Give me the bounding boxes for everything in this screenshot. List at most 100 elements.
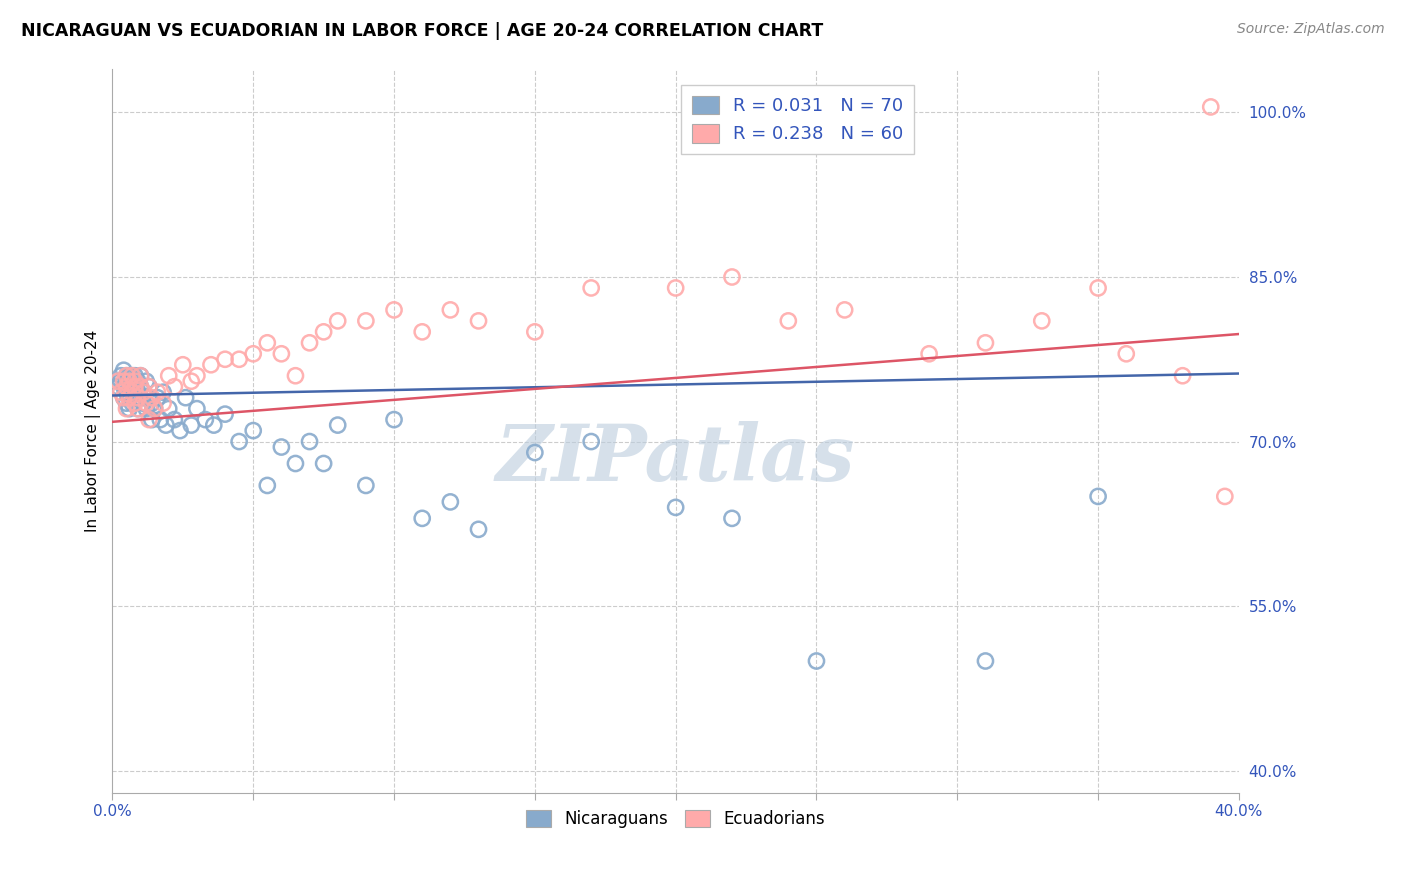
Point [186, 401, 208, 416]
Point [242, 347, 264, 361]
Point [467, 314, 489, 328]
Point [118, 374, 141, 388]
Point [138, 391, 160, 405]
Point [124, 380, 146, 394]
Point [121, 396, 143, 410]
Point [129, 368, 152, 383]
Point [127, 385, 149, 400]
Point [121, 368, 143, 383]
Point [354, 314, 377, 328]
Point [256, 335, 278, 350]
Point [1213, 490, 1236, 504]
Point [228, 352, 250, 367]
Point [778, 314, 800, 328]
Point [152, 385, 174, 400]
Point [411, 511, 433, 525]
Point [127, 401, 149, 416]
Point [974, 335, 997, 350]
Point [112, 363, 135, 377]
Point [163, 412, 186, 426]
Point [127, 391, 149, 405]
Text: ZIPatlas: ZIPatlas [496, 421, 855, 498]
Point [112, 391, 135, 405]
Point [579, 434, 602, 449]
Point [721, 270, 744, 285]
Point [112, 374, 135, 388]
Point [118, 391, 141, 405]
Point [141, 391, 163, 405]
Point [152, 396, 174, 410]
Point [112, 391, 135, 405]
Point [326, 314, 349, 328]
Point [298, 434, 321, 449]
Point [411, 325, 433, 339]
Point [194, 412, 217, 426]
Point [270, 347, 292, 361]
Point [284, 457, 307, 471]
Point [284, 368, 307, 383]
Point [1087, 490, 1109, 504]
Point [132, 396, 155, 410]
Point [118, 401, 141, 416]
Point [115, 380, 138, 394]
Point [121, 385, 143, 400]
Point [157, 401, 180, 416]
Legend: Nicaraguans, Ecuadorians: Nicaraguans, Ecuadorians [520, 804, 832, 835]
Point [174, 391, 197, 405]
Point [146, 385, 169, 400]
Point [115, 396, 138, 410]
Point [135, 396, 157, 410]
Point [1115, 347, 1137, 361]
Point [112, 380, 135, 394]
Point [124, 380, 146, 394]
Point [115, 401, 138, 416]
Point [124, 391, 146, 405]
Point [439, 495, 461, 509]
Point [143, 401, 166, 416]
Text: NICARAGUAN VS ECUADORIAN IN LABOR FORCE | AGE 20-24 CORRELATION CHART: NICARAGUAN VS ECUADORIAN IN LABOR FORCE … [21, 22, 824, 40]
Point [129, 368, 152, 383]
Point [124, 374, 146, 388]
Point [138, 412, 160, 426]
Point [202, 418, 225, 433]
Point [1199, 100, 1222, 114]
Point [523, 325, 546, 339]
Point [186, 368, 208, 383]
Point [918, 347, 941, 361]
Point [141, 396, 163, 410]
Point [180, 418, 202, 433]
Point [118, 391, 141, 405]
Point [124, 368, 146, 383]
Text: Source: ZipAtlas.com: Source: ZipAtlas.com [1237, 22, 1385, 37]
Point [382, 302, 405, 317]
Point [382, 412, 405, 426]
Point [163, 380, 186, 394]
Point [157, 368, 180, 383]
Point [312, 457, 335, 471]
Point [228, 434, 250, 449]
Point [200, 358, 222, 372]
Point [298, 335, 321, 350]
Point [270, 440, 292, 454]
Point [242, 424, 264, 438]
Point [834, 302, 856, 317]
Point [138, 380, 160, 394]
Point [127, 374, 149, 388]
Point [135, 401, 157, 416]
Point [665, 281, 688, 295]
Point [806, 654, 828, 668]
Point [155, 418, 177, 433]
Point [256, 478, 278, 492]
Point [149, 412, 172, 426]
Point [1171, 368, 1194, 383]
Point [665, 500, 688, 515]
Point [326, 418, 349, 433]
Point [214, 407, 236, 421]
Point [579, 281, 602, 295]
Point [110, 368, 132, 383]
Point [172, 358, 194, 372]
Point [1087, 281, 1109, 295]
Point [115, 368, 138, 383]
Point [354, 478, 377, 492]
Point [110, 385, 132, 400]
